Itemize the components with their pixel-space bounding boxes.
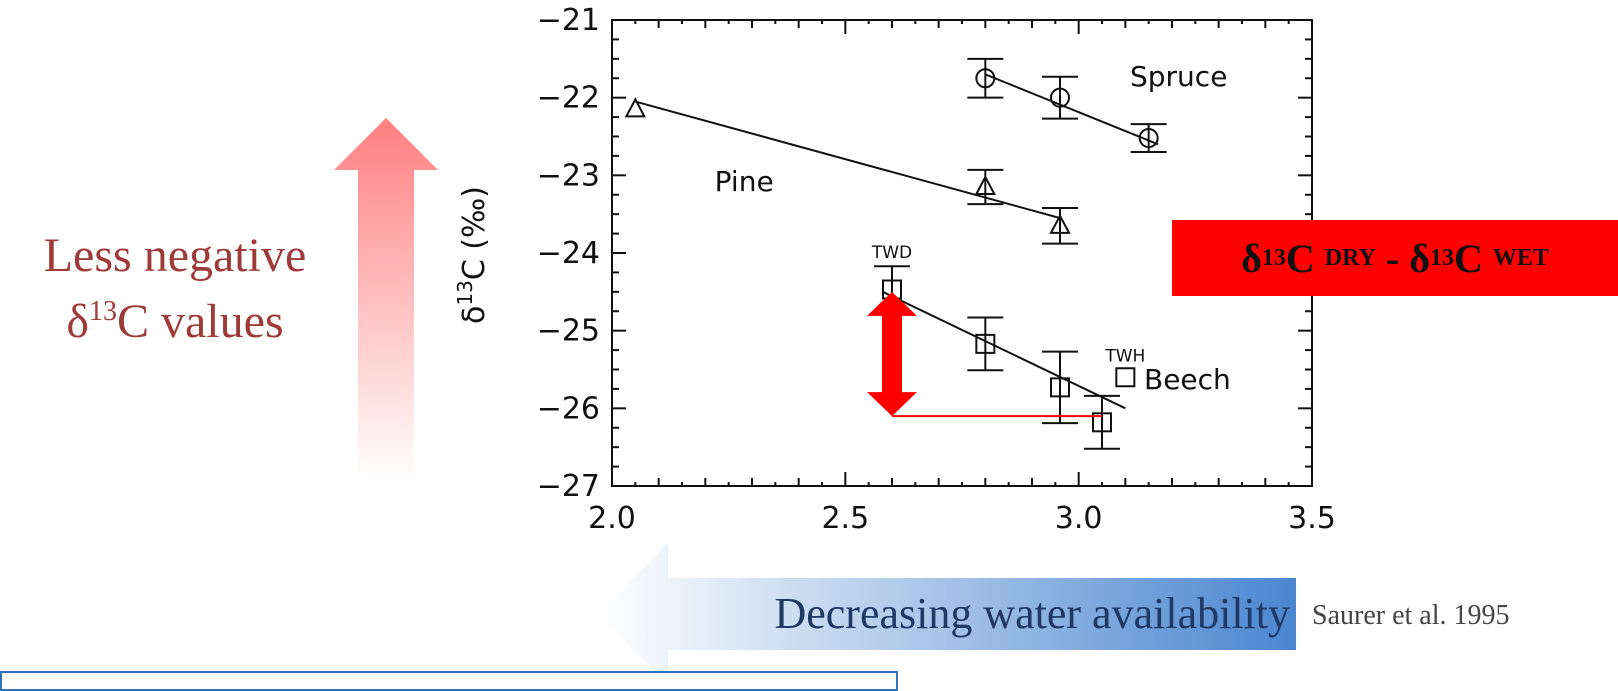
- data-point: [1050, 377, 1070, 398]
- x-tick-label: 2.0: [588, 501, 636, 536]
- x-tick-label: 3.0: [1055, 501, 1103, 536]
- delta-wet-symbol: δ: [1409, 235, 1430, 281]
- y-tick-label: −27: [537, 469, 600, 504]
- y-axis-label-rest: C (‰): [457, 186, 492, 280]
- series-spruce: Spruce: [967, 57, 1227, 154]
- point-tag: TWD: [871, 243, 912, 263]
- delta-wet-sub: WET: [1492, 244, 1549, 271]
- data-point: [1050, 87, 1070, 108]
- point-tag: TWH: [1104, 346, 1145, 366]
- series-label-beech: Beech: [1144, 363, 1231, 396]
- fit-line: [635, 100, 1061, 220]
- delta-symbol: δ: [66, 295, 89, 348]
- x-tick-label: 3.5: [1288, 501, 1336, 536]
- y-tick-label: −26: [537, 391, 600, 426]
- double-arrow: [867, 291, 917, 417]
- y-axis-label-symbol: δ: [457, 306, 492, 324]
- decreasing-water-label: Decreasing water availability: [774, 589, 1290, 638]
- data-point: [975, 68, 996, 89]
- y-axis-label: δ13C (‰): [453, 186, 492, 324]
- data-point: [1049, 213, 1071, 234]
- delta-wet-c: C: [1454, 235, 1483, 281]
- axis-tick-labels: −21 −22 −23 −24 −25 −26 −272.0 2.5 3.0 3.5: [537, 3, 1336, 536]
- data-point: [624, 97, 646, 118]
- delta-difference-box: δ 13 C DRY - δ 13 C WET: [1172, 220, 1618, 296]
- delta-dry-symbol: δ: [1241, 235, 1262, 281]
- up-arrow: [334, 118, 438, 482]
- delta-dry-sub: DRY: [1324, 244, 1376, 271]
- delta-wet-sup: 13: [1430, 244, 1454, 271]
- fit-line: [882, 290, 1126, 410]
- series-label-pine: Pine: [715, 165, 774, 198]
- series-label-spruce: Spruce: [1130, 60, 1227, 93]
- data-point: [1138, 128, 1159, 149]
- y-tick-label: −23: [537, 158, 600, 193]
- data-point: [975, 333, 996, 354]
- y-tick-label: −24: [537, 236, 600, 271]
- difference-marker-layer: [867, 291, 1102, 418]
- less-negative-annotation: Less negative δ13C values: [10, 228, 340, 350]
- citation-text: Saurer et al. 1995: [1312, 600, 1510, 631]
- data-point: [974, 174, 996, 195]
- y-tick-label: −21: [537, 3, 600, 38]
- x-tick-label: 2.5: [821, 501, 869, 536]
- delta-dry-c: C: [1285, 235, 1315, 281]
- less-negative-line2: δ13C values: [10, 284, 340, 350]
- y-tick-label: −22: [537, 81, 600, 116]
- y-axis-label-sup: 13: [453, 280, 477, 305]
- less-negative-line1: Less negative: [43, 229, 307, 282]
- data-point: [1115, 367, 1136, 388]
- delta-dry-sup: 13: [1261, 244, 1286, 271]
- bottom-textbox: [0, 671, 898, 691]
- delta-rest: C values: [116, 295, 284, 348]
- delta-minus: -: [1385, 235, 1400, 281]
- left-arrow: [600, 542, 1296, 677]
- axis-ticks: [611, 19, 1313, 487]
- data-point: [1092, 412, 1112, 433]
- y-tick-label: −25: [537, 314, 600, 349]
- fit-line: [984, 73, 1159, 146]
- chart-canvas: −21−22−23−24−25−26−272.0 2.5 3.0 3.5 δ13C (…: [334, 3, 1336, 677]
- series-pine: Pine: [624, 97, 1078, 245]
- delta-sup: 13: [88, 296, 117, 327]
